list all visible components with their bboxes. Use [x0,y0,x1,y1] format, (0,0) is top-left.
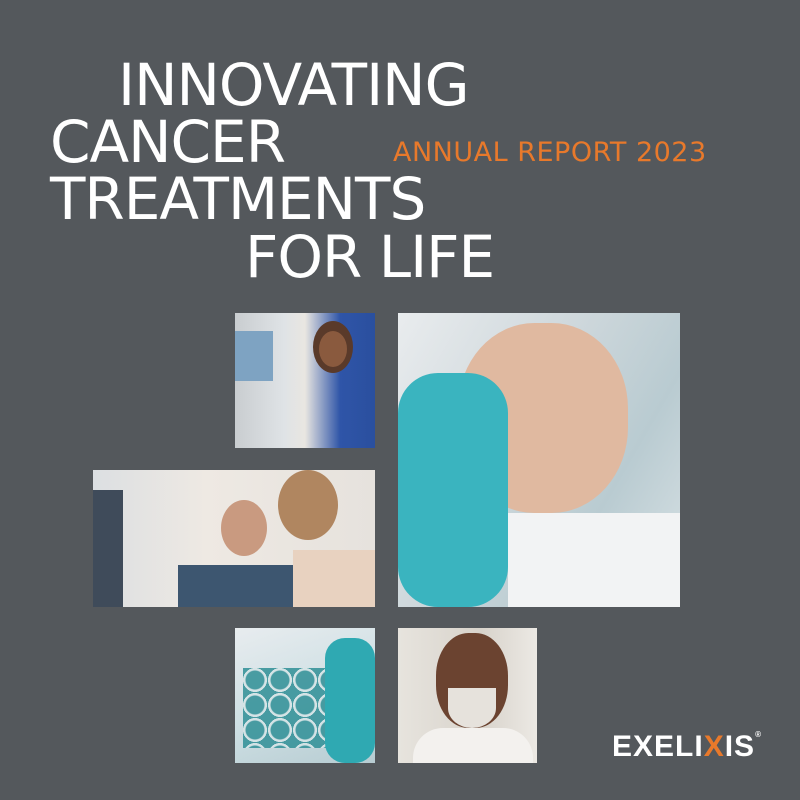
title-line-4: FOR LIFE [245,223,495,291]
title-line-2: CANCER [50,108,286,176]
exelixis-logo: EXELIXIS® [612,730,762,763]
title-line-3: TREATMENTS [50,165,426,233]
photo-doctor-with-patient [93,470,375,607]
photo-smiling-man [398,628,537,763]
photo-lab-well-plate [235,628,375,763]
title-line-1: INNOVATING [118,51,470,119]
subtitle: ANNUAL REPORT 2023 [393,137,707,168]
photo-woman-at-computer [235,313,375,448]
photo-scientist-with-pipette [398,313,680,607]
